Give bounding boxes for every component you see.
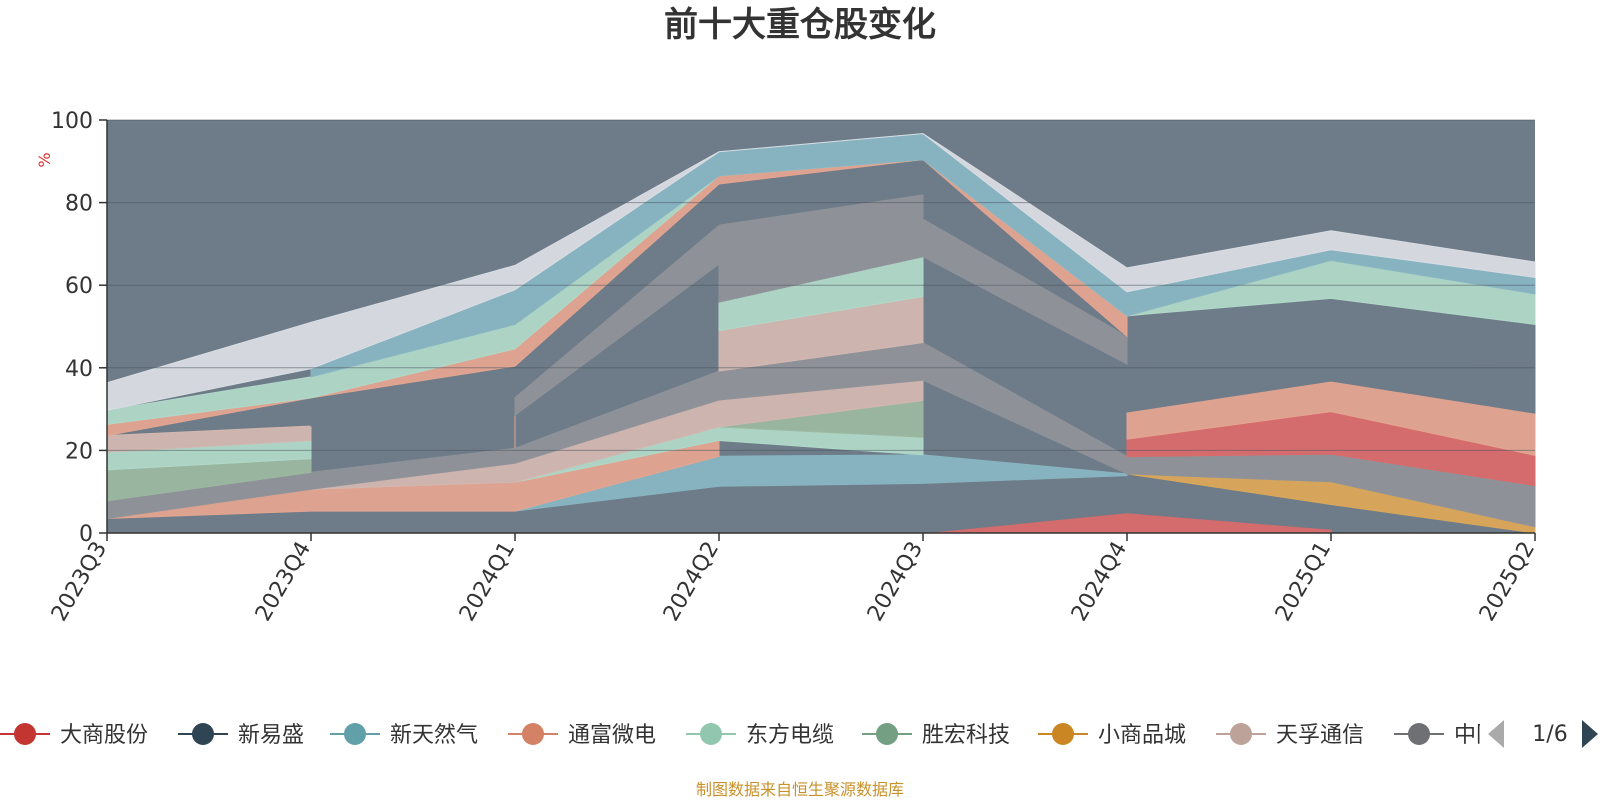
legend-label: 新易盛 [238, 723, 304, 748]
legend-label: 东方电缆 [746, 723, 834, 748]
legend-next-page-icon[interactable] [1582, 720, 1598, 748]
y-tick-label: 80 [65, 192, 93, 217]
legend-item[interactable]: 通富微电 [508, 723, 656, 748]
legend-circle-icon [344, 723, 366, 745]
legend-circle-icon [1230, 723, 1252, 745]
data-source-note: 制图数据来自恒生聚源数据库 [696, 780, 904, 799]
legend-label: 通富微电 [568, 723, 656, 748]
legend-item[interactable]: 新天然气 [330, 723, 478, 748]
y-tick-label: 40 [65, 357, 93, 382]
x-tick-label: 2023Q3 [47, 538, 112, 626]
y-tick-label: 0 [79, 522, 93, 547]
legend-circle-icon [700, 723, 722, 745]
legend-circle-icon [1408, 723, 1430, 745]
x-tick-label: 2024Q1 [455, 538, 520, 626]
area-series-9 [106, 342, 1536, 528]
legend-item[interactable]: 天孚通信 [1216, 723, 1364, 748]
legend-label: 小商品城 [1098, 723, 1186, 748]
legend-item[interactable]: 胜宏科技 [862, 723, 1010, 748]
legend-item[interactable]: 小商品城 [1038, 723, 1186, 748]
legend-prev-page-icon[interactable] [1488, 720, 1504, 748]
legend-circle-icon [876, 723, 898, 745]
chart-title: 前十大重仓股变化 [664, 5, 936, 45]
y-tick-label: 100 [51, 109, 93, 134]
y-tick-label: 20 [65, 439, 93, 464]
legend-circle-icon [192, 723, 214, 745]
y-tick-label: 60 [65, 274, 93, 299]
area-series-25 [106, 133, 1536, 411]
legend-page-indicator: 1/6 [1532, 722, 1567, 747]
legend-label: 大商股份 [60, 723, 148, 748]
legend-circle-icon [522, 723, 544, 745]
x-tick-label: 2024Q2 [659, 538, 724, 626]
legend-label: 天孚通信 [1276, 723, 1364, 748]
legend-item[interactable]: 新易盛 [178, 723, 304, 748]
area-series-3 [514, 454, 1128, 512]
x-tick-label: 2024Q4 [1067, 538, 1132, 626]
legend-label: 新天然气 [390, 723, 478, 748]
legend-item[interactable]: 东方电缆 [686, 723, 834, 748]
x-tick-label: 2025Q2 [1475, 538, 1540, 626]
y-axis-unit: % [35, 152, 54, 167]
x-tick-label: 2024Q3 [863, 538, 928, 626]
legend-item[interactable]: 大商股份 [0, 723, 148, 748]
x-tick-label: 2025Q1 [1271, 538, 1336, 626]
legend-circle-icon [14, 723, 36, 745]
plot-area [106, 120, 1536, 534]
x-tick-label: 2023Q4 [251, 538, 316, 626]
legend-circle-icon [1052, 723, 1074, 745]
legend[interactable]: 大商股份新易盛新天然气通富微电东方电缆胜宏科技小商品城天孚通信中际旭创1/6 [0, 706, 1600, 762]
legend-label: 胜宏科技 [922, 723, 1010, 748]
